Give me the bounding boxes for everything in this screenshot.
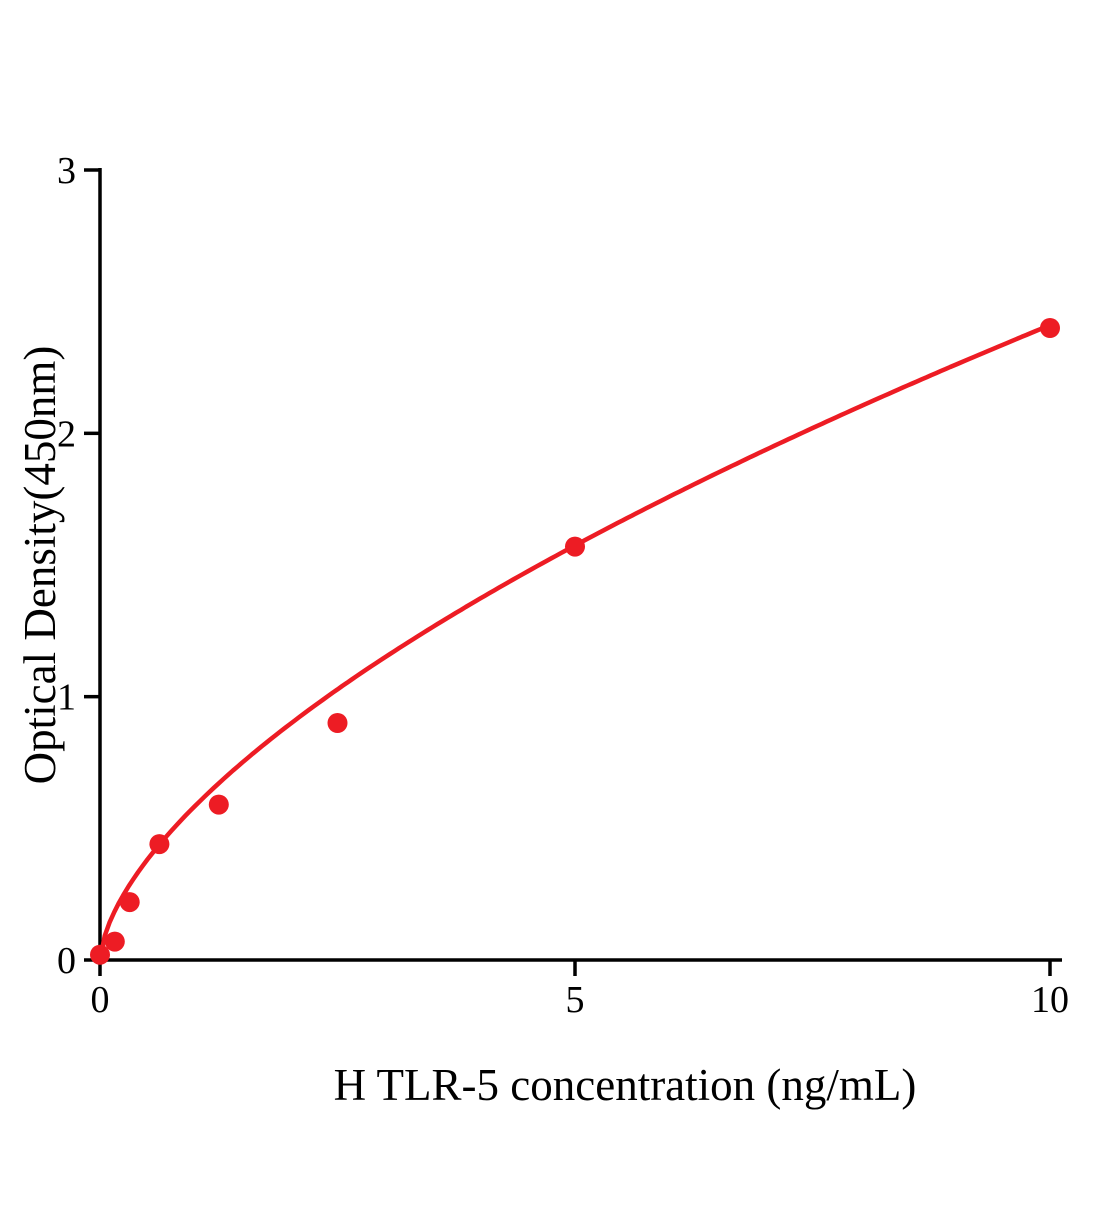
y-tick-label: 2 (57, 413, 76, 455)
x-tick-label: 5 (566, 979, 585, 1021)
data-point (90, 944, 110, 965)
fit-curve-line (97, 322, 1053, 963)
data-points (90, 318, 1060, 965)
data-point (1040, 318, 1060, 338)
axis-ticks: 0 5 10 0 1 2 3 (57, 150, 1069, 1021)
data-point (327, 713, 348, 733)
y-tick-label: 0 (57, 940, 76, 982)
data-point (104, 931, 125, 952)
data-point (208, 794, 229, 815)
x-axis-label: H TLR-5 concentration (ng/mL) (334, 1060, 917, 1110)
data-point (565, 536, 585, 557)
data-point (149, 834, 170, 855)
data-point (119, 892, 140, 913)
y-axis-label: Optical Density(450nm) (15, 346, 65, 785)
y-tick-label: 1 (57, 677, 76, 719)
x-tick-label: 0 (91, 979, 110, 1021)
x-tick-label: 10 (1031, 979, 1069, 1021)
y-tick-label: 3 (57, 150, 76, 192)
